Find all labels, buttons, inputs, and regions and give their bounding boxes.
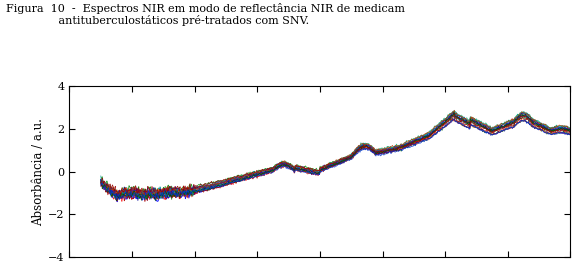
- Text: Figura  10  -  Espectros NIR em modo de reflectância NIR de medicam
            : Figura 10 - Espectros NIR em modo de ref…: [6, 3, 405, 26]
- Y-axis label: Absorbância / a.u.: Absorbância / a.u.: [32, 118, 45, 226]
